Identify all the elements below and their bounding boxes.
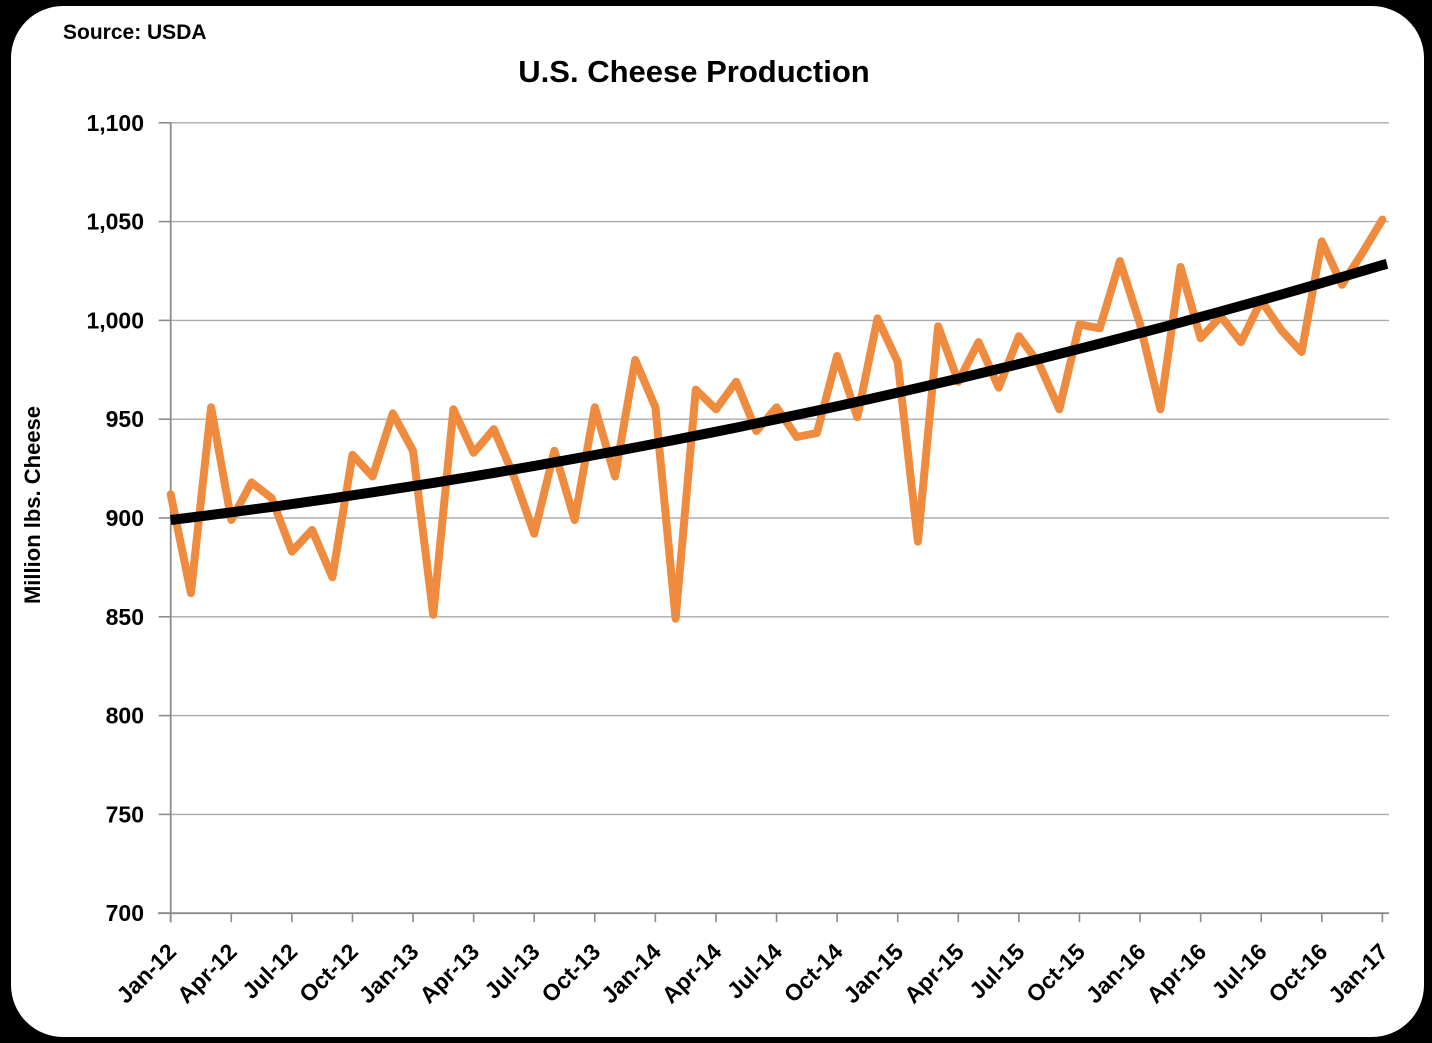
y-tick-label: 1,100: [86, 110, 144, 136]
y-tick-label: 900: [106, 505, 144, 531]
y-tick-label: 750: [106, 801, 144, 827]
y-tick-label: 1,000: [86, 307, 144, 333]
y-tick-label: 850: [106, 604, 144, 630]
y-tick-label: 800: [106, 703, 144, 729]
y-tick-label: 1,050: [86, 209, 144, 235]
monthly-production-line: [166, 215, 1387, 623]
source-label: Source: USDA: [63, 21, 207, 44]
y-axis-title: Million lbs. Cheese: [20, 406, 45, 604]
trend-line: [170, 259, 1389, 525]
series-lines: [166, 215, 1389, 623]
chart-title: U.S. Cheese Production: [518, 54, 869, 89]
y-tick-label: 700: [106, 900, 144, 926]
axes: [158, 122, 1389, 923]
chart-card: [11, 6, 1424, 1037]
y-tick-label: 950: [106, 406, 144, 432]
